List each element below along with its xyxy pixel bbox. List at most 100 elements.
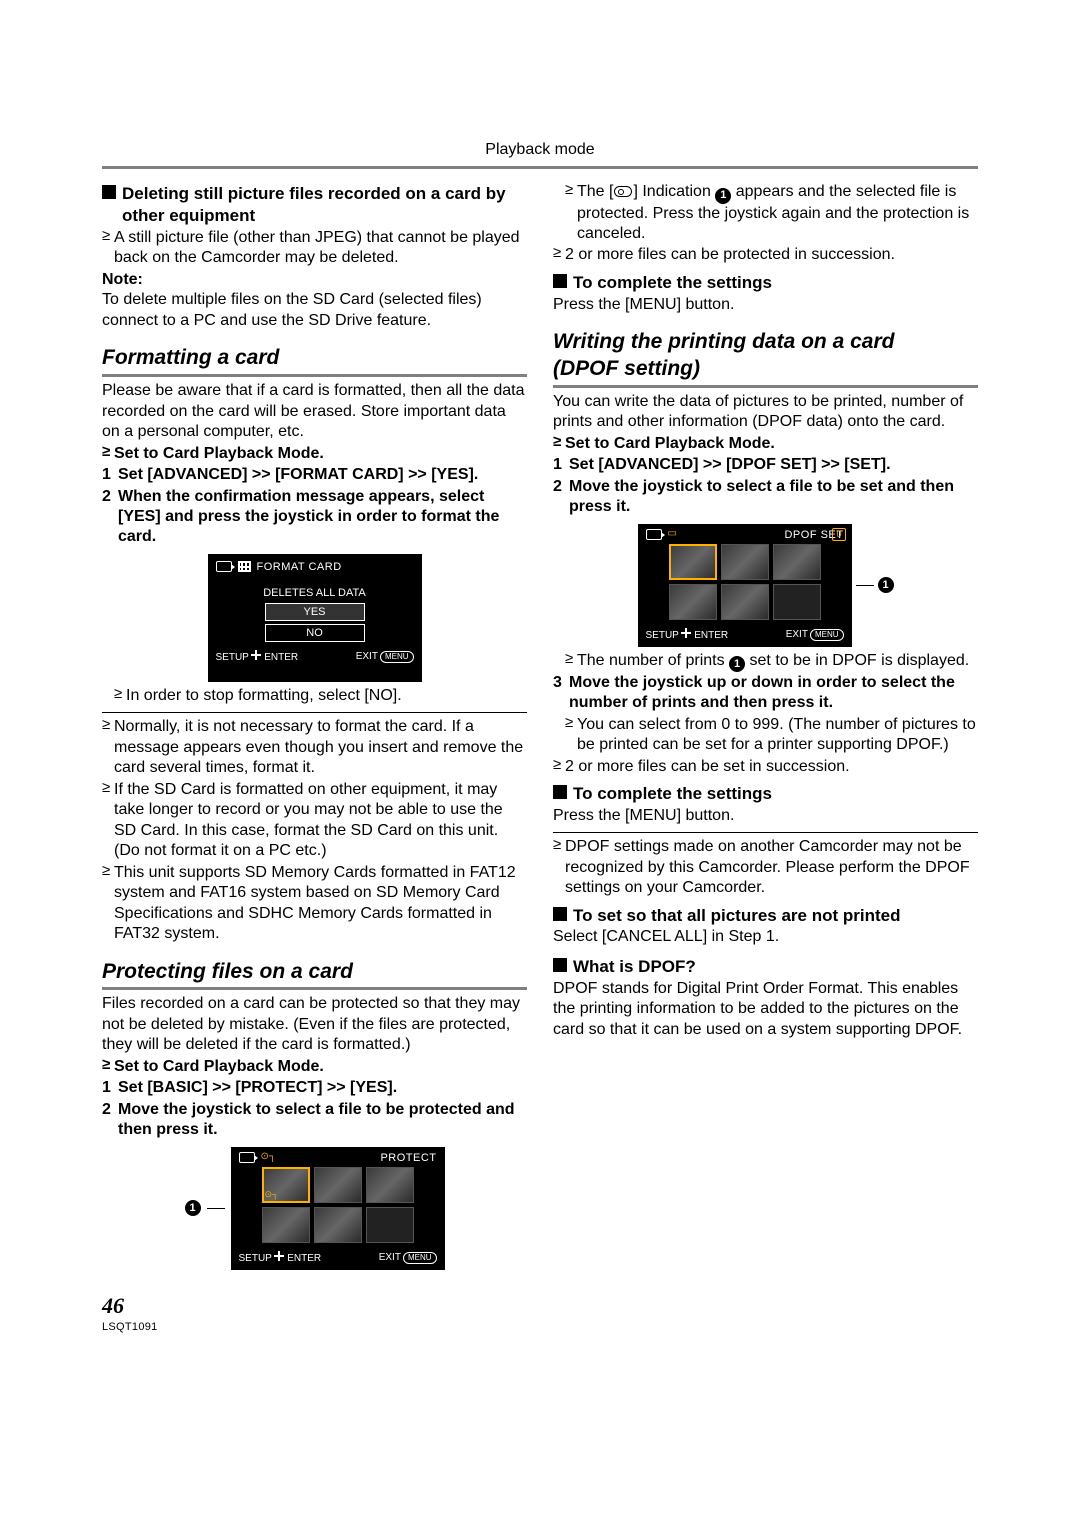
header-rule (102, 166, 978, 169)
lcd-exit: EXITMENU (786, 629, 844, 642)
bullet-dot-icon: ≥ (102, 863, 114, 945)
lcd-protect: ⊙┐ PROTECT ⊙┐ SETUP ENTER EXITMENU (231, 1147, 445, 1270)
note-label: Note: (102, 271, 143, 288)
lcd-top-row: ▭ DPOF SET (646, 528, 844, 542)
bullet-text: Set to Card Playback Mode. (114, 444, 527, 464)
note-body: To delete multiple files on the SD Card … (102, 291, 482, 328)
thin-rule (102, 712, 527, 713)
content-columns: Deleting still picture files recorded on… (102, 181, 978, 1273)
grid-icon (238, 561, 251, 572)
bullet-bold: ≥ Set to Card Playback Mode. (102, 1057, 527, 1077)
step: 1 Set [BASIC] >> [PROTECT] >> [YES]. (102, 1078, 527, 1098)
txt-part: The number of prints (577, 652, 729, 669)
para: Files recorded on a card can be protecte… (102, 994, 527, 1055)
bullet: ≥ You can select from 0 to 999. (The num… (553, 715, 978, 756)
lock-badge-icon: ⊙┐ (265, 1189, 279, 1201)
thumbnail (314, 1167, 362, 1203)
lcd-footer: SETUP ENTER EXITMENU (216, 650, 414, 665)
thumbnail: ⊙┐ (262, 1167, 310, 1203)
txt-part: set to be in DPOF is displayed. (745, 652, 969, 669)
camera-icon (216, 561, 232, 572)
lcd-footer: SETUP ENTER EXITMENU (239, 1251, 437, 1266)
print-icon: ▭ (668, 528, 677, 541)
section-formatting: Formatting a card (102, 345, 527, 372)
right-column: ≥ The [] Indication 1 appears and the se… (553, 181, 978, 1273)
menu-pill-icon: MENU (403, 1252, 437, 1264)
step-text: Move the joystick to select a file to be… (569, 477, 978, 518)
section-protecting: Protecting files on a card (102, 959, 527, 986)
bullet-text: 2 or more files can be set in succession… (565, 757, 978, 777)
para: Select [CANCEL ALL] in Step 1. (553, 927, 978, 947)
bullet-dot-icon: ≥ (553, 434, 565, 454)
bullet-text: You can select from 0 to 999. (The numbe… (577, 715, 978, 756)
lcd-setup: SETUP ENTER (239, 1251, 322, 1266)
bullet-bold: ≥ Set to Card Playback Mode. (553, 434, 978, 454)
bullet-dot-icon: ≥ (102, 780, 114, 862)
square-bullet-icon (553, 907, 567, 921)
para: You can write the data of pictures to be… (553, 392, 978, 433)
step-number: 1 (102, 465, 118, 485)
key-lock-icon: ⊙┐ (261, 1151, 276, 1164)
bullet-dot-icon: ≥ (114, 686, 126, 706)
bullet-dot-icon: ≥ (565, 715, 577, 756)
lcd-no-button: NO (265, 624, 365, 642)
joystick-icon (274, 1251, 284, 1261)
bullet-text: Set to Card Playback Mode. (114, 1057, 527, 1077)
bullet-bold: ≥ Set to Card Playback Mode. (102, 444, 527, 464)
lcd-yes-button: YES (265, 603, 365, 621)
bullet-text: The [] Indication 1 appears and the sele… (577, 182, 978, 244)
bullet-text-main: If the SD Card is formatted on other equ… (114, 781, 503, 839)
section-dpof: Writing the printing data on a card (DPO… (553, 329, 978, 383)
lcd-format-card: FORMAT CARD DELETES ALL DATA YES NO SETU… (208, 554, 422, 682)
subhead-text: Deleting still picture files recorded on… (122, 183, 527, 227)
thumbnail (669, 544, 717, 580)
dpof-screen-wrap: ▭ DPOF SET 0 SETUP ENTER EXITMENU (553, 524, 978, 647)
para: Press the [MENU] button. (553, 806, 978, 826)
step: 2 When the confirmation message appears,… (102, 487, 527, 548)
subhead-complete: To complete the settings (553, 272, 978, 294)
lcd-dpof: ▭ DPOF SET 0 SETUP ENTER EXITMENU (638, 524, 852, 647)
subhead-whatis: What is DPOF? (553, 956, 978, 978)
bullet-text-paren: (Do not format it on a PC etc.) (114, 842, 327, 859)
lcd-setup: SETUP ENTER (216, 650, 299, 665)
thumbnail (262, 1207, 310, 1243)
menu-pill-icon: MENU (810, 629, 844, 641)
joystick-icon (251, 650, 261, 660)
subhead-complete2: To complete the settings (553, 783, 978, 805)
step-number: 3 (553, 673, 569, 714)
thumbnail (366, 1167, 414, 1203)
step: 1 Set [ADVANCED] >> [FORMAT CARD] >> [YE… (102, 465, 527, 485)
callout-1-icon: 1 (878, 577, 894, 593)
bullet: ≥ The number of prints 1 set to be in DP… (553, 651, 978, 672)
step-number: 2 (102, 1100, 118, 1141)
para: DPOF stands for Digital Print Order Form… (553, 979, 978, 1040)
lcd-top-row: FORMAT CARD (216, 560, 414, 574)
key-icon (614, 186, 632, 197)
thin-rule (553, 832, 978, 833)
subhead-deleting: Deleting still picture files recorded on… (102, 183, 527, 227)
bullet: ≥ A still picture file (other than JPEG)… (102, 228, 527, 269)
camera-icon (646, 529, 662, 540)
dpof-count-badge: 0 (832, 528, 845, 542)
bullet: ≥ Normally, it is not necessary to forma… (102, 717, 527, 778)
para: Please be aware that if a card is format… (102, 381, 527, 442)
callout-1-icon: 1 (185, 1200, 201, 1216)
thumbnail (773, 544, 821, 580)
thumbnail (314, 1207, 362, 1243)
thumbnail-empty (366, 1207, 414, 1243)
bullet-dot-icon: ≥ (102, 228, 114, 269)
thumbnail (669, 584, 717, 620)
bullet: ≥ If the SD Card is formatted on other e… (102, 780, 527, 862)
bullet: ≥ DPOF settings made on another Camcorde… (553, 837, 978, 898)
bullet-text: DPOF settings made on another Camcorder … (565, 837, 978, 898)
bullet-dot-icon: ≥ (553, 757, 565, 777)
txt-part: The [ (577, 183, 613, 200)
lcd-setup: SETUP ENTER (646, 628, 729, 643)
bullet: ≥ 2 or more files can be protected in su… (553, 245, 978, 265)
bullet-text: This unit supports SD Memory Cards forma… (114, 863, 527, 945)
bullet-text: In order to stop formatting, select [NO]… (126, 686, 527, 706)
step: 1 Set [ADVANCED] >> [DPOF SET] >> [SET]. (553, 455, 978, 475)
section-line1: Writing the printing data on a card (553, 330, 894, 353)
bullet-text: If the SD Card is formatted on other equ… (114, 780, 527, 862)
bullet: ≥ The [] Indication 1 appears and the se… (553, 182, 978, 244)
